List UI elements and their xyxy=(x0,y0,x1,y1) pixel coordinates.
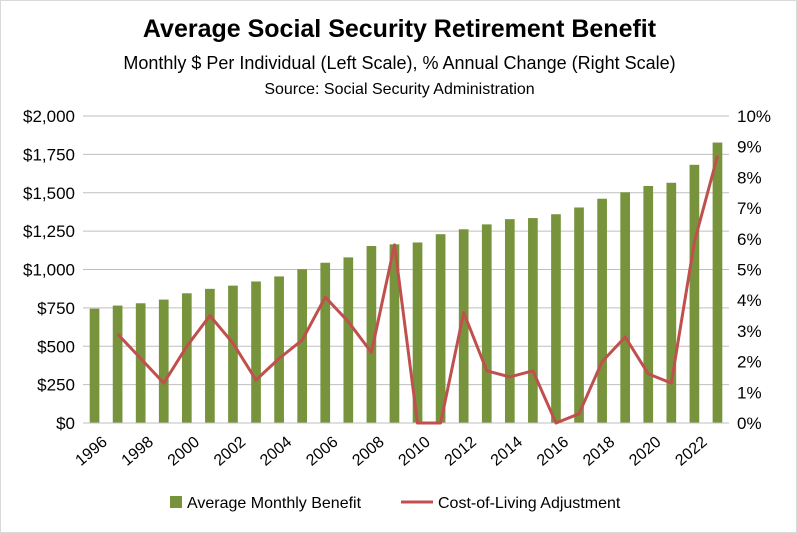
bar xyxy=(504,219,515,423)
y-right-tick-label: 5% xyxy=(737,261,762,280)
bar xyxy=(205,288,215,423)
legend-swatch-bar xyxy=(170,496,182,508)
bar xyxy=(228,285,238,423)
x-tick-label: 2004 xyxy=(257,434,295,470)
x-tick-label: 2002 xyxy=(211,434,249,470)
y-left-tick-label: $2,000 xyxy=(23,107,75,126)
bar xyxy=(158,299,169,423)
bar xyxy=(689,164,700,424)
x-tick-label: 1996 xyxy=(73,434,111,470)
chart-source: Source: Social Security Administration xyxy=(264,81,535,98)
bar xyxy=(666,182,677,423)
y-right-tick-label: 6% xyxy=(737,230,762,249)
bar xyxy=(181,293,192,423)
chart-subtitle: Monthly $ Per Individual (Left Scale), %… xyxy=(123,53,676,73)
y-right-tick-label: 3% xyxy=(737,322,762,341)
y-left-tick-label: $1,250 xyxy=(23,222,75,241)
bar xyxy=(412,242,423,423)
x-tick-label: 2020 xyxy=(626,434,664,470)
x-tick-label: 2012 xyxy=(442,434,480,470)
y-left-tick-label: $250 xyxy=(37,376,75,395)
bar xyxy=(528,218,538,423)
x-tick-label: 2016 xyxy=(534,434,572,470)
cola-line xyxy=(116,155,719,425)
y-left-tick-label: $750 xyxy=(37,299,75,318)
bar xyxy=(112,305,123,423)
bar xyxy=(320,262,331,423)
y-left-tick-label: $0 xyxy=(56,414,75,433)
bar xyxy=(458,229,469,423)
x-tick-label: 2014 xyxy=(488,434,526,470)
bar xyxy=(712,142,723,424)
y-right-tick-label: 7% xyxy=(737,199,762,218)
bar xyxy=(574,207,584,423)
bar xyxy=(343,257,354,423)
y-left-tick-label: $500 xyxy=(37,337,75,356)
y-left-tick-label: $1,000 xyxy=(23,261,75,280)
y-right-tick-label: 9% xyxy=(737,138,762,157)
y-right-tick-label: 1% xyxy=(737,383,762,402)
chart-title: Average Social Security Retirement Benef… xyxy=(142,15,657,43)
x-tick-label: 2018 xyxy=(580,434,618,470)
bar xyxy=(389,244,400,423)
bar xyxy=(597,198,607,423)
x-tick-label: 1998 xyxy=(119,434,157,470)
bar xyxy=(274,276,284,423)
y-left-tick-label: $1,500 xyxy=(23,184,75,203)
bar xyxy=(89,308,100,423)
bar xyxy=(620,192,631,423)
y-right-tick-label: 2% xyxy=(737,353,762,372)
y-right-tick-label: 4% xyxy=(737,291,762,310)
y-right-tick-label: 8% xyxy=(737,168,762,187)
y-right-tick-label: 0% xyxy=(737,414,762,433)
bar xyxy=(366,246,377,423)
bar xyxy=(297,269,308,423)
legend-label-line: Cost-of-Living Adjustment xyxy=(438,495,621,512)
x-tick-label: 2008 xyxy=(349,434,387,470)
bar xyxy=(551,214,561,423)
bar xyxy=(135,303,146,423)
bar xyxy=(643,185,654,423)
x-tick-label: 2000 xyxy=(165,434,203,470)
bar xyxy=(435,234,446,423)
x-tick-label: 2010 xyxy=(396,434,434,470)
legend-label-bar: Average Monthly Benefit xyxy=(187,495,362,512)
x-tick-label: 2022 xyxy=(672,434,710,470)
x-tick-label: 2006 xyxy=(303,434,341,470)
bar xyxy=(481,224,492,423)
y-left-tick-label: $1,750 xyxy=(23,145,75,164)
y-right-tick-label: 10% xyxy=(737,107,771,126)
bar xyxy=(251,281,261,423)
